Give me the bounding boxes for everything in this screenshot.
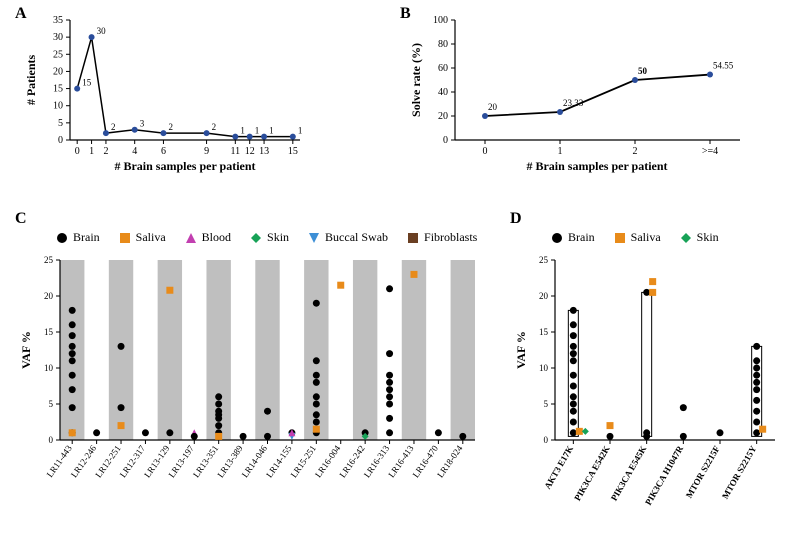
panel-c-legend: Brain Saliva Blood Skin Buccal Swab Fibroblas… [55, 230, 495, 250]
svg-text:MTOR S2215Y: MTOR S2215Y [720, 444, 759, 501]
svg-text:5: 5 [58, 118, 63, 129]
svg-text:20: 20 [53, 66, 63, 77]
svg-text:MTOR S2215F: MTOR S2215F [684, 444, 722, 500]
svg-text:0: 0 [443, 135, 448, 146]
svg-text:25: 25 [44, 255, 54, 265]
panel-b-ylabel: Solve rate (%) [409, 43, 423, 117]
svg-text:9: 9 [204, 146, 209, 157]
svg-text:0: 0 [483, 146, 488, 157]
svg-text:15: 15 [82, 78, 92, 88]
svg-text:3: 3 [140, 119, 145, 129]
svg-text:40: 40 [438, 87, 448, 98]
svg-text:35: 35 [53, 15, 63, 26]
svg-text:2: 2 [168, 122, 173, 132]
svg-text:15: 15 [539, 327, 549, 337]
svg-text:PIK3CA H1047R: PIK3CA H1047R [643, 444, 685, 507]
svg-text:1: 1 [89, 146, 94, 157]
panel-b-label: B [400, 5, 411, 23]
svg-text:2: 2 [633, 146, 638, 157]
svg-text:PIK3CA E545K: PIK3CA E545K [609, 444, 649, 502]
svg-text:0: 0 [75, 146, 80, 157]
svg-text:54.55: 54.55 [713, 61, 734, 71]
svg-text:1: 1 [298, 126, 303, 136]
svg-text:1: 1 [269, 126, 274, 136]
svg-text:23.33: 23.33 [563, 98, 584, 108]
svg-text:6: 6 [161, 146, 166, 157]
svg-text:60: 60 [438, 63, 448, 74]
svg-text:2: 2 [103, 146, 108, 157]
svg-text:2: 2 [111, 122, 116, 132]
svg-text:10: 10 [53, 101, 63, 112]
svg-text:1: 1 [255, 126, 260, 136]
panel-a-chart: 05101520253035 01246911121315 1530232211… [15, 5, 325, 175]
panel-d-label: D [510, 210, 522, 228]
legend-skin: Skin [679, 230, 719, 245]
svg-text:15: 15 [288, 146, 298, 157]
svg-text:AKT3 E17K: AKT3 E17K [542, 444, 575, 491]
panel-d-ylabel: VAF % [514, 331, 528, 369]
svg-text:20: 20 [488, 102, 498, 112]
panel-b-xlabel: # Brain samples per patient [526, 159, 667, 173]
svg-text:4: 4 [132, 146, 137, 157]
svg-text:5: 5 [544, 399, 549, 409]
legend-saliva: Saliva [118, 230, 166, 245]
svg-text:0: 0 [58, 135, 63, 146]
panel-c-chart: 0510152025 LR11-443LR12-246LR12-251LR12-… [15, 210, 490, 530]
svg-text:1: 1 [558, 146, 563, 157]
svg-text:20: 20 [44, 291, 54, 301]
svg-text:1: 1 [240, 126, 245, 136]
panel-a-xlabel: # Brain samples per patient [114, 159, 255, 173]
svg-text:25: 25 [539, 255, 549, 265]
svg-text:20: 20 [539, 291, 549, 301]
legend-blood: Blood [184, 230, 231, 245]
panel-a-ylabel: # Patients [24, 55, 38, 106]
panel-b-chart: 0 20 40 60 80 100 0 1 2 >=4 20 23.33 50 54.55 # Bra… [400, 5, 770, 175]
svg-text:2: 2 [212, 122, 217, 132]
svg-text:30: 30 [97, 26, 107, 36]
legend-brain: Brain [55, 230, 100, 245]
panel-c-label: C [15, 210, 27, 228]
svg-text:0: 0 [544, 435, 549, 445]
legend-fibroblasts: Fibroblasts [406, 230, 477, 245]
svg-text:30: 30 [53, 32, 63, 43]
svg-text:25: 25 [53, 49, 63, 60]
svg-text:10: 10 [44, 363, 54, 373]
legend-saliva: Saliva [613, 230, 661, 245]
svg-text:LR18-024: LR18-024 [435, 443, 465, 479]
legend-brain: Brain [550, 230, 595, 245]
svg-text:11: 11 [230, 146, 240, 157]
legend-buccal-swab: Buccal Swab [307, 230, 388, 245]
svg-text:50: 50 [638, 66, 648, 76]
svg-text:100: 100 [433, 15, 448, 26]
svg-text:PIK3CA E542K: PIK3CA E542K [572, 444, 612, 502]
legend-skin: Skin [249, 230, 289, 245]
svg-text:0: 0 [49, 435, 54, 445]
svg-text:12: 12 [245, 146, 255, 157]
panel-d-chart: 0 5 10 15 20 25 AKT3 E17KPIK3CA E542KPIK3CA E… [510, 210, 790, 530]
svg-text:5: 5 [49, 399, 54, 409]
svg-text:15: 15 [44, 327, 54, 337]
svg-text:10: 10 [539, 363, 549, 373]
svg-text:15: 15 [53, 84, 63, 95]
panel-c-ylabel: VAF % [19, 331, 33, 369]
panel-a-label: A [15, 5, 27, 23]
panel-d-legend: Brain Saliva Skin [550, 230, 737, 250]
svg-text:>=4: >=4 [702, 146, 718, 157]
svg-text:13: 13 [259, 146, 269, 157]
svg-text:80: 80 [438, 39, 448, 50]
svg-text:20: 20 [438, 111, 448, 122]
